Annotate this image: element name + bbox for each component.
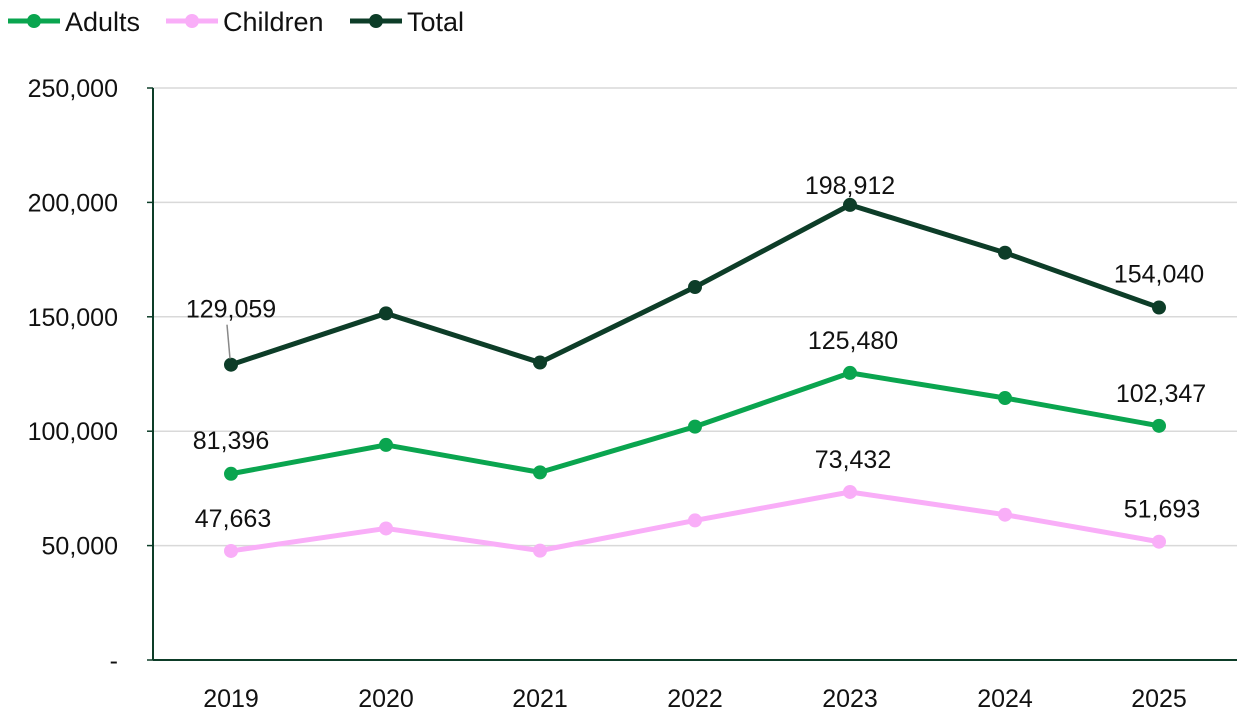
data-label-adults-2019: 81,396 [193,427,269,455]
data-point-total-2020 [379,306,393,321]
series-adults [224,365,1166,481]
axes [152,88,1237,661]
legend-swatch-marker-total [369,14,383,28]
data-point-adults-2024 [998,391,1012,406]
legend-swatch-marker-adults [27,14,41,28]
x-tick-label-2023: 2023 [822,685,878,713]
series-total [224,197,1166,372]
data-point-children-2022 [688,513,702,528]
y-axis-ticks: - 50,000 100,000 150,000 200,000 250,000 [28,75,153,675]
data-label-children-2023: 73,432 [815,446,891,474]
legend: Adults Children Total [8,7,464,37]
gridlines [153,87,1237,547]
y-tick-label: 250,000 [28,75,118,103]
data-label-total-2025: 154,040 [1114,261,1204,289]
legend-label-adults: Adults [65,7,140,37]
data-point-total-2019 [224,357,238,372]
legend-swatch-marker-children [185,14,199,28]
data-point-total-2023 [843,197,857,212]
data-point-adults-2025 [1152,418,1166,433]
data-label-adults-2025: 102,347 [1116,380,1206,408]
data-label-adults-2023: 125,480 [808,327,898,355]
data-point-children-2025 [1152,534,1166,549]
data-point-children-2024 [998,507,1012,522]
data-point-total-2022 [688,280,702,295]
x-tick-label-2024: 2024 [977,685,1033,713]
data-label-children-2025: 51,693 [1124,496,1200,524]
data-point-adults-2022 [688,419,702,434]
leader-line-total-2019 [226,324,231,359]
legend-label-total: Total [407,7,464,37]
x-tick-label-2020: 2020 [358,685,414,713]
legend-item-adults: Adults [8,7,140,37]
data-labels: 81,396 125,480 102,347 47,663 73,432 51,693 12… [186,172,1206,533]
data-point-children-2020 [379,521,393,536]
series-children [224,484,1166,558]
data-point-total-2024 [998,245,1012,260]
series-layer [224,197,1166,558]
legend-item-total: Total [350,7,464,37]
data-point-children-2021 [533,543,547,558]
data-point-adults-2023 [843,365,857,380]
data-label-children-2019: 47,663 [195,505,271,533]
y-tick-label: 150,000 [28,304,118,332]
x-tick-label-2019: 2019 [203,685,259,713]
data-point-adults-2020 [379,437,393,452]
data-point-adults-2021 [533,465,547,480]
y-tick-label: 50,000 [42,533,118,561]
x-axis-ticks: 2019 2020 2021 2022 2023 2024 2025 [203,685,1187,713]
data-point-children-2023 [843,484,857,499]
x-tick-label-2021: 2021 [512,685,568,713]
y-tick-label: - [110,647,118,675]
data-point-adults-2019 [224,466,238,481]
data-point-total-2025 [1152,300,1166,315]
y-tick-label: 200,000 [28,189,118,217]
data-point-children-2019 [224,543,238,558]
data-label-total-2023: 198,912 [805,172,895,200]
data-label-total-2019: 129,059 [186,296,276,324]
legend-item-children: Children [166,7,324,37]
x-tick-label-2022: 2022 [667,685,723,713]
legend-label-children: Children [223,7,324,37]
y-tick-label: 100,000 [28,418,118,446]
x-tick-label-2025: 2025 [1131,685,1187,713]
data-point-total-2021 [533,355,547,370]
